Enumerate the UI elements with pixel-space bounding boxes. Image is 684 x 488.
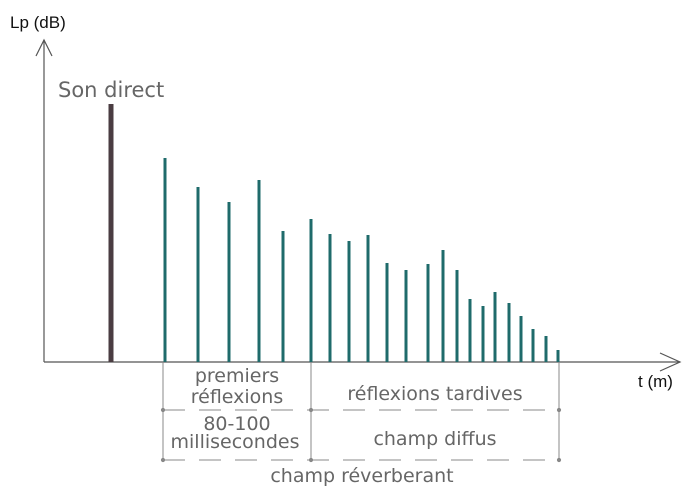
reflection-bar	[257, 180, 261, 362]
reflection-bar	[481, 306, 485, 362]
bracket-dot	[160, 407, 166, 413]
reflection-bar	[544, 336, 548, 362]
reflection-bar	[426, 264, 430, 362]
x-axis-label: t (m)	[638, 372, 673, 391]
reflection-bar	[455, 270, 459, 362]
direct-sound-label: Son direct	[58, 78, 164, 102]
late-reflections-label: réflexions tardives	[347, 383, 522, 405]
reflection-bar	[493, 292, 497, 362]
reflection-bar	[163, 158, 167, 362]
reflection-bar	[531, 329, 535, 362]
time-brackets	[160, 362, 562, 463]
reflection-bar	[556, 350, 560, 362]
bracket-dot	[308, 407, 314, 413]
reflection-bar	[468, 299, 472, 362]
y-axis-arrowhead	[35, 38, 53, 57]
direct-sound-bar	[108, 104, 114, 362]
axes	[35, 38, 682, 372]
reflection-bar	[404, 270, 408, 362]
y-axis-label: Lp (dB)	[10, 13, 66, 32]
reflection-bar	[281, 231, 285, 362]
reflection-bar	[347, 241, 351, 362]
reflection-bars	[163, 158, 560, 362]
bracket-dot	[556, 407, 562, 413]
bracket-dot	[308, 457, 314, 463]
early-reflections-label-line2: réflexions	[191, 386, 284, 408]
reflection-bar	[519, 316, 523, 362]
time-label-line1: 80-100	[203, 413, 270, 435]
reverberant-field-label: champ réverberant	[270, 465, 453, 487]
early-reflections-label-line1: premiers	[195, 365, 279, 387]
reflection-bar	[309, 219, 313, 362]
bracket-dot	[556, 457, 562, 463]
reflection-bar	[366, 235, 370, 362]
reflection-bar	[328, 234, 332, 362]
reflection-bar	[227, 202, 231, 362]
time-label-line2: millisecondes	[171, 431, 300, 453]
reflection-bar	[441, 250, 445, 362]
diffuse-field-label: champ diffus	[373, 428, 496, 450]
reflection-bar	[196, 187, 200, 362]
reflection-bar	[507, 303, 511, 362]
bracket-dot	[160, 457, 166, 463]
reflection-bar	[385, 263, 389, 362]
x-axis-arrowhead	[659, 352, 682, 372]
